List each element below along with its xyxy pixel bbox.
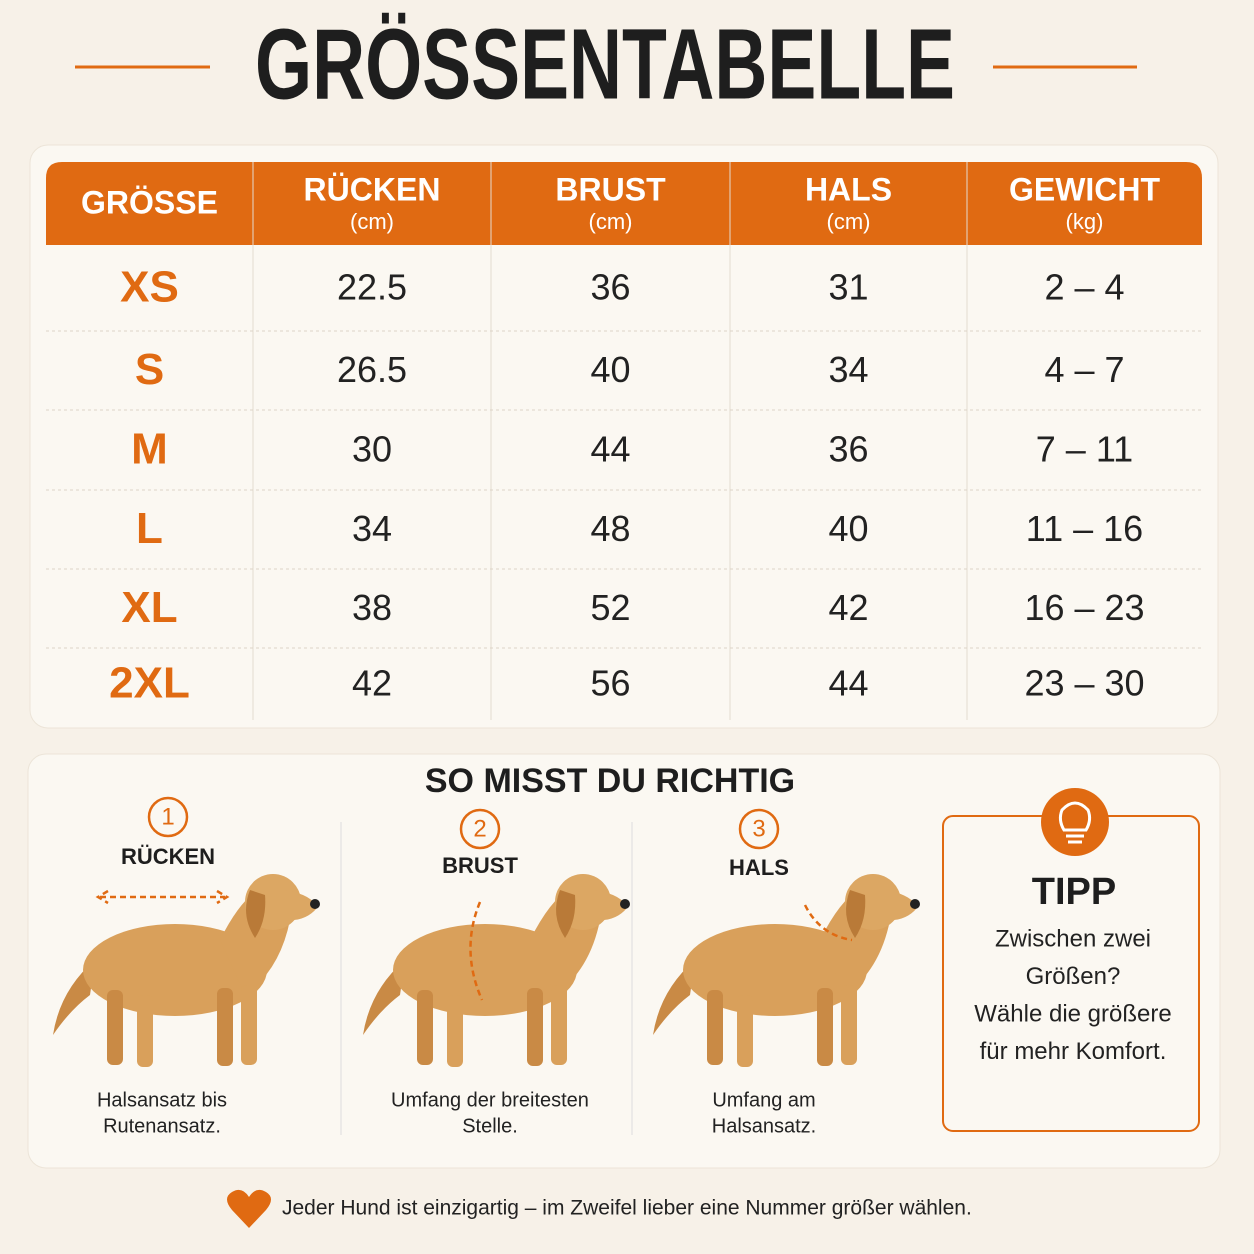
table-cell: 4 – 7	[1044, 349, 1124, 390]
table-cell: 23 – 30	[1024, 663, 1144, 704]
step-badge	[738, 808, 780, 850]
tip-text: Zwischen zwei	[995, 925, 1151, 952]
step-text: Stelle.	[462, 1115, 518, 1137]
table-cell: 34	[352, 508, 392, 549]
step-text: Umfang der breitesten	[391, 1089, 589, 1111]
header-unit: (kg)	[1066, 209, 1104, 234]
table-cell: 42	[352, 663, 392, 704]
table-cell: 16 – 23	[1024, 587, 1144, 628]
measure-arrow	[95, 889, 230, 905]
table-cell: 40	[590, 349, 630, 390]
step-label: RÜCKEN	[121, 844, 215, 869]
table-cell: 26.5	[337, 349, 407, 390]
step-number: 3	[752, 815, 765, 842]
table-cell: 48	[590, 508, 630, 549]
step-badge	[459, 808, 501, 850]
table-cell: 22.5	[337, 267, 407, 308]
tip-title: TIPP	[1032, 871, 1116, 913]
step-text: Halsansatz.	[712, 1115, 817, 1137]
bulb-icon	[1041, 788, 1109, 856]
table-cell: 44	[828, 663, 868, 704]
table-cell: 31	[828, 267, 868, 308]
tip-text: Wähle die größere	[974, 1000, 1171, 1027]
footer: Jeder Hund ist einzigartig – im Zweifel …	[282, 1197, 972, 1220]
size-label: 2XL	[109, 659, 190, 708]
size-label: L	[136, 504, 163, 553]
step-number: 2	[473, 815, 486, 842]
step-number: 1	[161, 803, 174, 830]
step-text: Halsansatz bis	[97, 1089, 227, 1111]
table-cell: 34	[828, 349, 868, 390]
table-cell: 38	[352, 587, 392, 628]
step-label: HALS	[729, 855, 789, 880]
table-cell: 11 – 16	[1026, 508, 1143, 549]
header-unit: (cm)	[827, 209, 871, 234]
bulb-icon	[1058, 801, 1092, 844]
tip-text: Größen?	[1026, 963, 1121, 990]
table-cell: 42	[828, 587, 868, 628]
header-unit: (cm)	[589, 209, 633, 234]
table-cell: 7 – 11	[1036, 429, 1133, 470]
measure-arrow	[803, 904, 853, 942]
table-cell: 52	[590, 587, 630, 628]
table-cell: 40	[828, 508, 868, 549]
table-cell: 2 – 4	[1044, 267, 1124, 308]
step-badge	[147, 796, 189, 838]
table-cell: 30	[352, 429, 392, 470]
header-cell: GEWICHT	[1009, 171, 1161, 207]
header-cell: RÜCKEN	[304, 171, 441, 207]
header-cell: BRUST	[555, 171, 666, 207]
size-label: XS	[120, 263, 179, 312]
title: GRÖSSENTABELLE	[255, 8, 955, 120]
header-cell: GRÖSSE	[81, 184, 218, 220]
measure-arrow	[469, 901, 484, 1001]
table-header	[46, 162, 1202, 245]
header-cell: HALS	[805, 171, 892, 207]
table-cell: 44	[590, 429, 630, 470]
step-label: BRUST	[442, 853, 518, 878]
tip-text: für mehr Komfort.	[980, 1038, 1167, 1065]
size-label: XL	[121, 583, 177, 632]
table-cell: 56	[590, 663, 630, 704]
size-label: S	[135, 345, 164, 394]
table-cell: 36	[590, 267, 630, 308]
step-text: Umfang am	[712, 1089, 815, 1111]
table-card	[29, 144, 1219, 729]
step-text: Rutenansatz.	[103, 1115, 221, 1137]
measure-title: SO MISST DU RICHTIG	[425, 762, 795, 800]
measure-card	[27, 753, 1221, 1169]
heart-icon	[227, 1189, 271, 1228]
table-cell: 36	[828, 429, 868, 470]
size-label: M	[131, 425, 168, 474]
header-unit: (cm)	[350, 209, 394, 234]
